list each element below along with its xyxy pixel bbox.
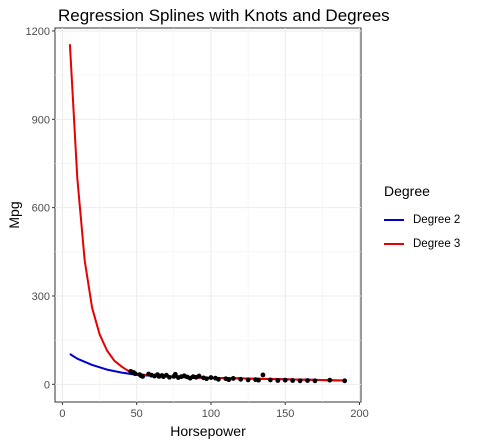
y-tick-label: 300 — [32, 291, 50, 303]
legend-title: Degree — [384, 183, 430, 199]
axes: 0 50 100 150 200 0 300 600 900 1200 — [26, 26, 369, 420]
data-point — [327, 377, 333, 383]
legend-label-degree-2: Degree 2 — [413, 214, 461, 226]
data-point — [196, 373, 202, 379]
data-point — [226, 377, 232, 383]
chart-title: Regression Splines with Knots and Degree… — [58, 6, 390, 25]
x-axis-title: Horsepower — [170, 423, 246, 439]
y-tick-label: 600 — [32, 203, 50, 215]
data-point — [230, 376, 236, 381]
y-axis-title: Mpg — [6, 201, 22, 228]
data-point — [275, 378, 281, 383]
data-points — [128, 368, 348, 384]
data-point — [204, 376, 209, 382]
x-tick-label: 200 — [350, 408, 368, 420]
data-point — [305, 378, 310, 383]
data-point — [290, 378, 296, 383]
data-point — [256, 377, 261, 383]
legend-label-degree-3: Degree 3 — [413, 238, 461, 250]
data-point — [267, 377, 273, 383]
x-tick-label: 0 — [59, 408, 65, 420]
data-point — [140, 373, 146, 379]
legend-item-degree-2: Degree 2 — [384, 208, 476, 232]
data-point — [297, 378, 303, 384]
data-point — [166, 374, 172, 380]
data-point — [208, 375, 214, 380]
x-tick-label: 100 — [202, 408, 220, 420]
data-point — [282, 377, 288, 383]
data-point — [245, 377, 251, 383]
data-point — [172, 371, 178, 377]
data-point — [238, 376, 244, 382]
grid-lines — [55, 28, 361, 402]
y-tick-label: 1200 — [26, 26, 50, 38]
plot-panel — [54, 27, 362, 403]
legend-key-degree-2 — [384, 219, 404, 221]
data-point — [215, 376, 221, 382]
y-tick-label: 0 — [44, 379, 50, 391]
x-tick-label: 50 — [131, 408, 143, 420]
x-tick-label: 150 — [276, 408, 294, 420]
data-point — [260, 372, 266, 378]
legend-key-degree-3 — [384, 243, 404, 245]
legend-item-degree-3: Degree 3 — [384, 232, 476, 256]
y-tick-label: 900 — [32, 114, 50, 126]
data-point — [342, 378, 348, 384]
legend: Degree Degree 2 Degree 3 — [384, 183, 476, 256]
data-point — [132, 371, 138, 377]
data-point — [312, 378, 318, 384]
